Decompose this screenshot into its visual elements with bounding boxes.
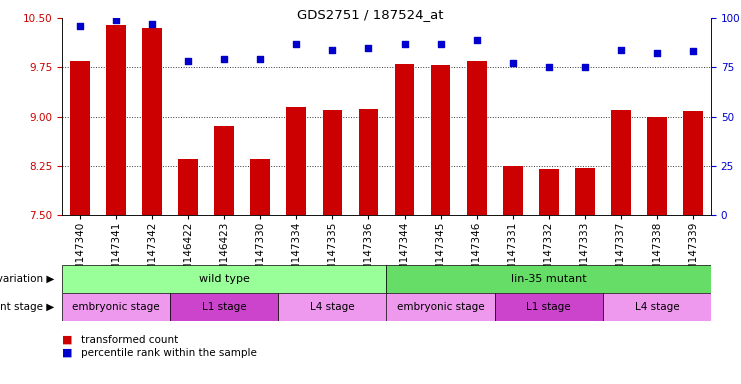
Text: percentile rank within the sample: percentile rank within the sample <box>81 348 256 358</box>
Bar <box>106 25 126 215</box>
Text: ■: ■ <box>62 335 73 345</box>
Point <box>182 58 194 65</box>
Text: development stage ▶: development stage ▶ <box>0 302 55 312</box>
Bar <box>62 265 387 293</box>
Point <box>327 46 339 53</box>
Text: L1 stage: L1 stage <box>526 302 571 312</box>
Point <box>651 50 663 56</box>
Point <box>110 17 122 23</box>
Text: embryonic stage: embryonic stage <box>396 302 485 312</box>
Bar <box>142 28 162 215</box>
Bar <box>503 166 522 215</box>
Bar <box>603 293 711 321</box>
Text: lin-35 mutant: lin-35 mutant <box>511 274 587 284</box>
Text: embryonic stage: embryonic stage <box>73 302 160 312</box>
Bar <box>683 111 703 215</box>
Point <box>290 41 302 47</box>
Bar <box>575 168 595 215</box>
Point <box>543 64 555 70</box>
Bar <box>387 265 711 293</box>
Point <box>74 23 86 29</box>
Text: genotype/variation ▶: genotype/variation ▶ <box>0 274 55 284</box>
Point <box>254 56 266 63</box>
Bar <box>62 293 170 321</box>
Bar <box>322 110 342 215</box>
Point <box>146 21 158 27</box>
Bar <box>395 64 414 215</box>
Text: L4 stage: L4 stage <box>310 302 355 312</box>
Point <box>362 45 374 51</box>
Point <box>687 48 699 55</box>
Bar <box>250 159 270 215</box>
Point <box>219 56 230 63</box>
Bar <box>467 61 487 215</box>
Bar <box>539 169 559 215</box>
Text: wild type: wild type <box>199 274 250 284</box>
Text: L1 stage: L1 stage <box>202 302 247 312</box>
Bar <box>214 126 234 215</box>
Point <box>507 60 519 66</box>
Bar <box>179 159 198 215</box>
Bar <box>431 65 451 215</box>
Bar <box>287 107 306 215</box>
Bar <box>495 293 603 321</box>
Bar <box>359 109 379 215</box>
Point <box>579 64 591 70</box>
Bar <box>387 293 495 321</box>
Bar <box>647 116 667 215</box>
Point <box>435 41 447 47</box>
Text: transformed count: transformed count <box>81 335 178 345</box>
Point <box>399 41 411 47</box>
Bar <box>70 61 90 215</box>
Text: ■: ■ <box>62 348 73 358</box>
Bar <box>279 293 387 321</box>
Point <box>471 36 482 43</box>
Point <box>615 46 627 53</box>
Bar <box>611 110 631 215</box>
Text: GDS2751 / 187524_at: GDS2751 / 187524_at <box>297 8 444 21</box>
Text: L4 stage: L4 stage <box>634 302 679 312</box>
Bar <box>170 293 279 321</box>
